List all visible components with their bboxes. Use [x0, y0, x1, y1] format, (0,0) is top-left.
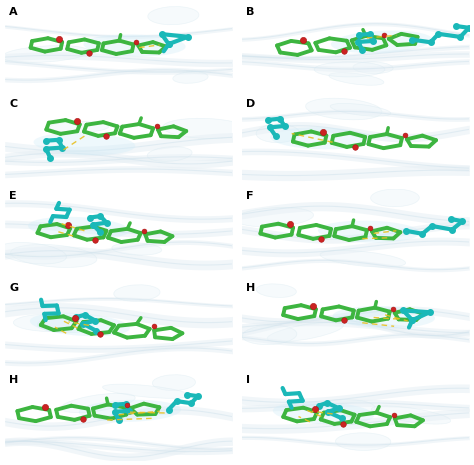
Text: H: H [246, 283, 255, 293]
Ellipse shape [34, 133, 135, 155]
Text: E: E [9, 191, 17, 201]
Ellipse shape [336, 433, 391, 451]
Text: I: I [246, 375, 250, 385]
Text: F: F [246, 191, 254, 201]
Ellipse shape [235, 207, 314, 227]
Ellipse shape [30, 313, 130, 336]
Ellipse shape [79, 400, 181, 422]
Ellipse shape [329, 73, 384, 85]
Ellipse shape [330, 103, 391, 116]
Ellipse shape [173, 72, 208, 83]
Ellipse shape [28, 217, 129, 239]
Text: C: C [9, 100, 18, 109]
Ellipse shape [273, 402, 374, 425]
Ellipse shape [83, 34, 186, 56]
Ellipse shape [256, 284, 296, 298]
Text: A: A [9, 7, 18, 17]
Text: G: G [9, 283, 18, 293]
Ellipse shape [270, 127, 373, 149]
Ellipse shape [2, 46, 89, 62]
Ellipse shape [331, 31, 432, 53]
Ellipse shape [333, 306, 435, 328]
Ellipse shape [306, 98, 382, 120]
Ellipse shape [114, 285, 160, 301]
Ellipse shape [163, 118, 248, 139]
Ellipse shape [0, 242, 66, 264]
Ellipse shape [11, 245, 97, 267]
Text: D: D [246, 100, 255, 109]
Ellipse shape [320, 251, 406, 267]
Ellipse shape [147, 146, 192, 161]
Ellipse shape [371, 189, 419, 206]
Ellipse shape [353, 62, 393, 73]
Ellipse shape [37, 318, 92, 333]
Ellipse shape [102, 384, 189, 399]
Ellipse shape [267, 322, 344, 342]
Ellipse shape [371, 406, 451, 424]
Ellipse shape [314, 62, 385, 77]
Text: H: H [9, 375, 18, 385]
Ellipse shape [318, 220, 420, 243]
Ellipse shape [148, 7, 199, 25]
Ellipse shape [13, 314, 90, 332]
Ellipse shape [50, 121, 109, 133]
Ellipse shape [256, 124, 300, 143]
Ellipse shape [152, 375, 195, 391]
Ellipse shape [242, 325, 297, 345]
Text: B: B [246, 7, 255, 17]
Ellipse shape [312, 399, 375, 417]
Ellipse shape [61, 393, 135, 412]
Ellipse shape [112, 243, 162, 255]
